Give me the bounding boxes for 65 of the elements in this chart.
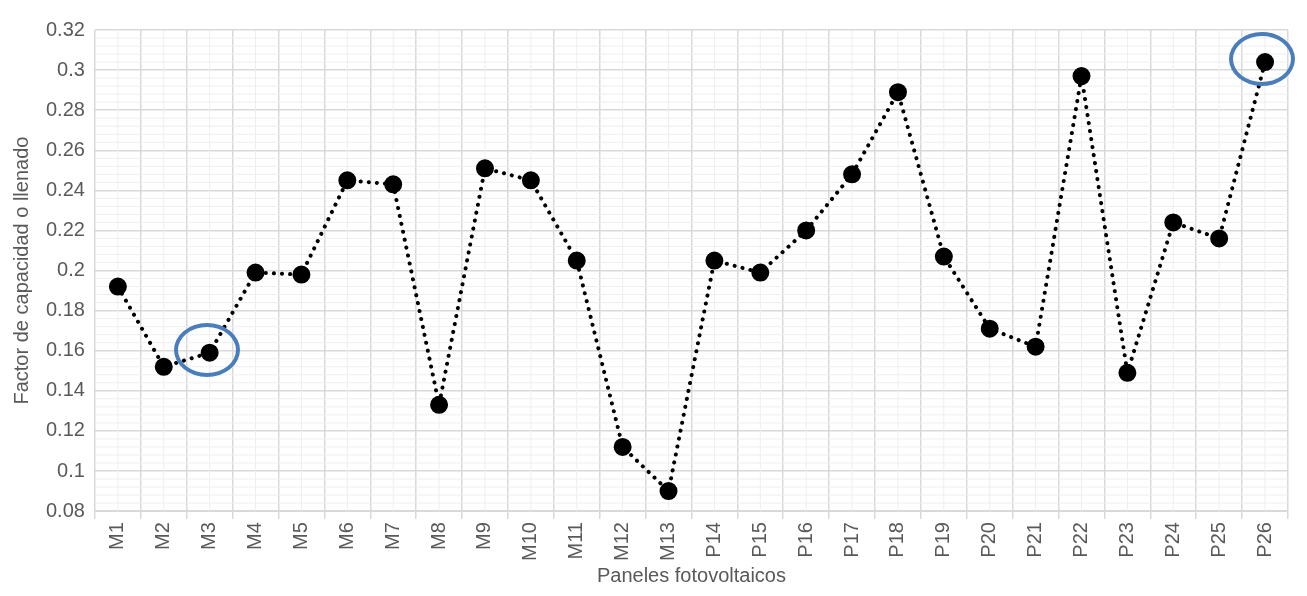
x-tick-label: P21 — [1023, 522, 1046, 558]
point — [430, 395, 449, 414]
point — [384, 175, 403, 194]
x-tick-label: P18 — [885, 522, 908, 558]
point — [108, 277, 127, 296]
x-tick-label: M1 — [105, 522, 128, 550]
point — [797, 221, 816, 240]
x-tick-label: M5 — [288, 522, 311, 550]
x-tick-label: P24 — [1160, 522, 1183, 558]
x-tick-label: P15 — [747, 522, 770, 558]
x-tick-label: P14 — [701, 522, 724, 558]
y-axis-title: Factor de capacidad o llenado — [9, 136, 32, 405]
y-tick-label: 0.12 — [45, 418, 85, 441]
x-tick-label: M10 — [518, 522, 541, 561]
y-tick-label: 0.14 — [45, 378, 85, 401]
point — [705, 251, 724, 270]
point — [751, 263, 770, 282]
y-tick-label: 0.24 — [45, 177, 85, 200]
y-tick-label: 0.28 — [45, 97, 85, 120]
x-tick-label: P16 — [793, 522, 816, 558]
x-tick-label: M6 — [334, 522, 357, 550]
x-tick-label: M11 — [564, 522, 587, 560]
point — [659, 482, 678, 501]
x-tick-label: P26 — [1252, 522, 1275, 558]
point — [613, 437, 632, 456]
point — [1118, 363, 1137, 382]
x-tick-label: P23 — [1114, 522, 1137, 558]
x-tick-label: P20 — [977, 522, 1000, 558]
x-tick-label: M2 — [151, 522, 174, 550]
x-tick-label: P17 — [839, 522, 862, 558]
point — [888, 83, 907, 102]
point — [567, 251, 586, 270]
point — [475, 159, 494, 178]
x-tick-label: M13 — [656, 522, 679, 561]
y-tick-label: 0.08 — [45, 498, 85, 521]
point — [934, 247, 953, 266]
point — [980, 319, 999, 338]
y-tick-label: 0.1 — [57, 458, 85, 481]
x-tick-label: M12 — [610, 522, 633, 561]
x-tick-label: P22 — [1069, 522, 1092, 558]
x-axis-title: Paneles fotovoltaicos — [596, 563, 786, 586]
point — [292, 265, 311, 284]
y-tick-label: 0.22 — [45, 217, 85, 240]
point — [246, 263, 265, 282]
point — [338, 171, 357, 190]
x-tick-label: M7 — [380, 522, 403, 550]
x-tick-label: M8 — [426, 522, 449, 550]
y-tick-label: 0.16 — [45, 338, 85, 361]
x-tick-label: M3 — [197, 522, 220, 550]
x-tick-label: P25 — [1206, 522, 1229, 558]
x-tick-label: M4 — [243, 522, 266, 550]
y-tick-label: 0.32 — [45, 17, 85, 40]
point — [1072, 67, 1091, 86]
point — [1026, 337, 1045, 356]
point — [843, 165, 862, 184]
point — [154, 357, 173, 376]
y-tick-label: 0.3 — [57, 57, 85, 80]
y-tick-label: 0.2 — [57, 258, 85, 281]
y-tick-label: 0.18 — [45, 298, 85, 321]
y-tick-label: 0.26 — [45, 137, 85, 160]
point — [1164, 213, 1183, 232]
x-tick-label: M9 — [472, 522, 495, 550]
point — [521, 171, 540, 190]
x-tick-label: P19 — [931, 522, 954, 558]
point — [1210, 229, 1229, 248]
